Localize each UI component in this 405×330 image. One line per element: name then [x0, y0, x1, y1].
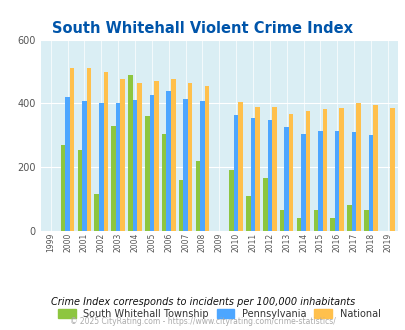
Bar	[200, 101, 204, 231]
Bar	[301, 134, 305, 231]
Bar	[65, 97, 70, 231]
Bar	[262, 178, 267, 231]
Bar	[351, 132, 356, 231]
Bar	[363, 210, 368, 231]
Bar	[145, 116, 149, 231]
Bar	[128, 75, 132, 231]
Bar	[61, 145, 65, 231]
Text: South Whitehall Violent Crime Index: South Whitehall Violent Crime Index	[52, 21, 353, 36]
Bar	[238, 102, 242, 231]
Bar	[317, 130, 322, 231]
Bar	[115, 103, 120, 231]
Bar	[322, 109, 326, 231]
Bar	[70, 68, 74, 231]
Bar	[284, 127, 288, 231]
Bar	[271, 107, 276, 231]
Bar	[368, 135, 372, 231]
Bar	[334, 131, 339, 231]
Bar	[166, 91, 171, 231]
Bar	[137, 82, 141, 231]
Text: Crime Index corresponds to incidents per 100,000 inhabitants: Crime Index corresponds to incidents per…	[51, 297, 354, 307]
Bar	[111, 126, 115, 231]
Bar	[389, 108, 394, 231]
Bar	[229, 170, 233, 231]
Bar	[250, 118, 255, 231]
Bar	[183, 99, 188, 231]
Bar	[149, 95, 154, 231]
Bar	[154, 81, 158, 231]
Bar	[255, 107, 259, 231]
Bar	[188, 82, 192, 231]
Bar	[103, 73, 108, 231]
Text: © 2025 CityRating.com - https://www.cityrating.com/crime-statistics/: © 2025 CityRating.com - https://www.city…	[70, 317, 335, 326]
Bar	[356, 103, 360, 231]
Bar	[288, 114, 293, 231]
Bar	[267, 120, 271, 231]
Bar	[233, 115, 238, 231]
Bar	[77, 150, 82, 231]
Bar	[195, 161, 200, 231]
Legend: South Whitehall Township, Pennsylvania, National: South Whitehall Township, Pennsylvania, …	[58, 309, 379, 318]
Bar	[339, 108, 343, 231]
Bar	[120, 80, 125, 231]
Bar	[330, 217, 334, 231]
Bar	[204, 86, 209, 231]
Bar	[372, 105, 377, 231]
Bar	[245, 196, 250, 231]
Bar	[296, 217, 301, 231]
Bar	[313, 210, 317, 231]
Bar	[82, 101, 87, 231]
Bar	[132, 100, 137, 231]
Bar	[346, 206, 351, 231]
Bar	[305, 112, 309, 231]
Bar	[171, 80, 175, 231]
Bar	[99, 103, 103, 231]
Bar	[94, 194, 99, 231]
Bar	[178, 180, 183, 231]
Bar	[162, 134, 166, 231]
Bar	[87, 68, 91, 231]
Bar	[279, 210, 283, 231]
